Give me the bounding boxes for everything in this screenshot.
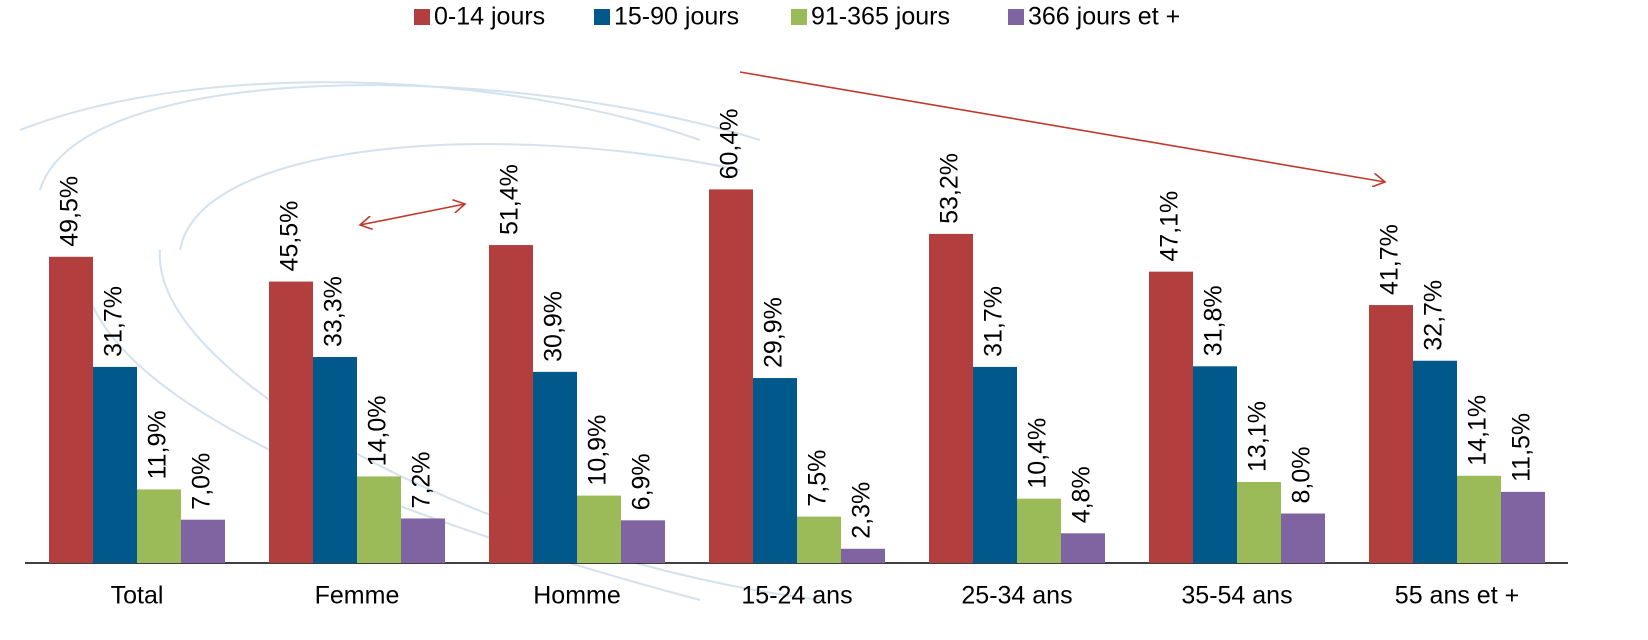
bar	[313, 357, 357, 563]
bar	[973, 366, 1017, 563]
bar	[357, 476, 401, 563]
value-label: 7,0%	[188, 453, 216, 510]
value-label: 7,2%	[408, 451, 436, 508]
value-label: 31,7%	[980, 286, 1008, 357]
value-label: 2,3%	[848, 482, 876, 539]
bar	[577, 495, 621, 563]
bar	[181, 519, 225, 563]
value-label: 31,7%	[100, 286, 128, 357]
x-tick-label: Total	[111, 582, 164, 610]
legend-swatch	[594, 9, 610, 25]
bar	[93, 366, 137, 563]
bar	[489, 245, 533, 563]
value-label: 11,5%	[1508, 413, 1536, 482]
bar	[1061, 533, 1105, 563]
bar	[137, 489, 181, 563]
value-label: 33,3%	[320, 276, 348, 347]
legend-swatch	[1008, 9, 1024, 25]
arrow	[739, 71, 1385, 182]
value-label: 7,5%	[804, 450, 832, 507]
arrow	[360, 204, 465, 225]
value-label: 53,2%	[936, 153, 964, 224]
bar	[1457, 475, 1501, 563]
value-label: 47,1%	[1156, 191, 1184, 262]
x-tick-label: 55 ans et +	[1395, 582, 1519, 610]
bar	[533, 371, 577, 563]
x-tick-label: 15-24 ans	[741, 582, 852, 610]
value-label: 13,1%	[1244, 401, 1272, 472]
bar	[401, 518, 445, 563]
bar	[1413, 360, 1457, 563]
value-label: 10,9%	[584, 415, 612, 486]
value-label: 8,0%	[1288, 447, 1316, 504]
value-label: 11,9%	[144, 410, 172, 479]
bar	[753, 378, 797, 563]
value-label: 32,7%	[1420, 280, 1448, 351]
value-label: 49,5%	[56, 176, 84, 247]
bar	[1237, 481, 1281, 563]
bar	[929, 233, 973, 564]
legend-label: 15-90 jours	[614, 3, 739, 31]
bar	[1281, 513, 1325, 563]
x-tick-label: 25-34 ans	[961, 582, 1072, 610]
legend-swatch	[791, 9, 807, 25]
value-label: 10,4%	[1024, 418, 1052, 489]
bar	[1149, 271, 1193, 563]
value-label: 45,5%	[276, 201, 304, 272]
value-label: 6,9%	[628, 453, 656, 510]
value-label: 41,7%	[1376, 224, 1404, 295]
legend-label: 366 jours et +	[1028, 3, 1180, 31]
x-tick-label: 35-54 ans	[1181, 582, 1292, 610]
value-label: 4,8%	[1068, 466, 1096, 523]
bar	[1501, 491, 1545, 563]
legend-label: 0-14 jours	[434, 3, 545, 31]
bar	[1369, 305, 1413, 563]
value-label: 29,9%	[760, 297, 788, 368]
legend-label: 91-365 jours	[811, 3, 950, 31]
legend-swatch	[414, 9, 430, 25]
background-swirl	[19, 81, 821, 601]
bar	[841, 548, 885, 563]
bar	[1017, 498, 1061, 563]
value-label: 30,9%	[540, 291, 568, 362]
x-tick-label: Homme	[533, 582, 621, 610]
bar	[1193, 366, 1237, 563]
bar	[621, 520, 665, 563]
x-tick-label: Femme	[315, 582, 400, 610]
bar	[797, 516, 841, 563]
bar	[709, 189, 753, 563]
value-label: 14,1%	[1464, 395, 1492, 466]
value-label: 31,8%	[1200, 285, 1228, 356]
bar	[49, 256, 93, 563]
value-label: 14,0%	[364, 396, 392, 467]
value-label: 51,4%	[496, 164, 524, 235]
value-label: 60,4%	[716, 108, 744, 179]
bar	[269, 281, 313, 563]
